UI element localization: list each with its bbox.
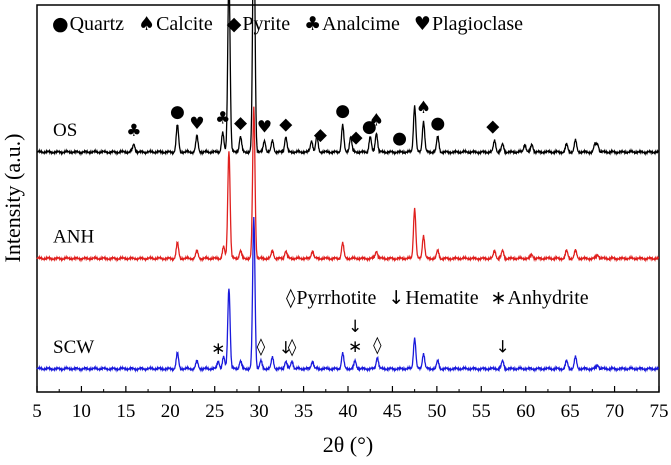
x-tick-label: 40 bbox=[339, 401, 358, 422]
peak-marker: ● bbox=[335, 101, 350, 121]
x-tick-label: 30 bbox=[250, 401, 269, 422]
legend-symbol: ♠ bbox=[138, 13, 155, 35]
peak-marker: ◊ bbox=[257, 337, 266, 357]
series-labels: OS ANH SCW bbox=[53, 120, 94, 358]
peak-marker: ◆ bbox=[314, 125, 328, 145]
peak-marker: ♣ bbox=[215, 108, 230, 128]
peak-marker: ♠ bbox=[369, 111, 384, 131]
peak-marker: ♣ bbox=[126, 121, 141, 141]
y-axis-label: Intensity (a.u.) bbox=[0, 134, 25, 263]
x-tick-label: 25 bbox=[205, 401, 224, 422]
peak-marker: ● bbox=[392, 129, 407, 149]
legend-item: ◆ Pyrite bbox=[227, 13, 291, 35]
legend-symbol: ↓ bbox=[388, 287, 404, 309]
peak-marker: ◊ bbox=[373, 335, 382, 355]
peak-marker: ↓ bbox=[279, 339, 293, 359]
series-line-anh bbox=[36, 106, 660, 263]
legend-label: Pyrrhotite bbox=[296, 287, 376, 309]
legend-label: Calcite bbox=[156, 13, 213, 35]
peak-marker: ♥ bbox=[257, 118, 272, 138]
legend-symbol: ∗ bbox=[491, 287, 507, 309]
peak-marker: ◆ bbox=[486, 116, 500, 136]
x-tick-label: 20 bbox=[161, 401, 180, 422]
peak-marker: ◆ bbox=[349, 127, 363, 147]
legend-item: ♣ Analcime bbox=[304, 13, 400, 35]
legend-item: ∗ Anhydrite bbox=[491, 287, 589, 309]
peak-marker: ◆ bbox=[234, 113, 248, 133]
x-axis-ticks: 5 10 15 20 25 30 35 40 45 50 55 60 65 70 75 bbox=[32, 386, 669, 422]
peak-marker: ● bbox=[430, 114, 445, 134]
legend-item: ◊ Pyrrhotite bbox=[286, 287, 377, 309]
peak-marker: ↓ bbox=[495, 337, 509, 357]
legend-label: Pyrite bbox=[242, 13, 290, 35]
series-label-anh: ANH bbox=[53, 226, 94, 247]
legend-label: Anhydrite bbox=[508, 287, 589, 309]
peak-marker: ↓ bbox=[348, 317, 362, 337]
x-axis-label: 2θ (°) bbox=[323, 432, 374, 457]
peak-marker: ● bbox=[170, 102, 185, 122]
legend-label: Hematite bbox=[405, 287, 478, 309]
peak-marker: ● bbox=[362, 117, 377, 137]
peak-marker: ◊ bbox=[288, 338, 297, 358]
x-tick-label: 50 bbox=[427, 401, 446, 422]
legend-label: Quartz bbox=[70, 13, 125, 35]
legend-item: ♥ Plagioclase bbox=[414, 13, 523, 35]
legend-phases: ● Quartz ♠ Calcite ◆ Pyrite ♣ Analcime ♥ Plagiocl… bbox=[52, 13, 523, 35]
series-curves bbox=[36, 0, 660, 373]
peak-marker: ♠ bbox=[416, 98, 431, 118]
peak-marker: ♥ bbox=[189, 114, 204, 134]
legend-label: Plagioclase bbox=[432, 13, 523, 35]
x-tick-label: 45 bbox=[383, 401, 402, 422]
legend-item: ↓ Hematite bbox=[388, 287, 478, 309]
x-tick-label: 5 bbox=[32, 401, 42, 422]
legend-symbol: ♣ bbox=[304, 13, 321, 35]
legend-secondary-phases: ◊ Pyrrhotite ↓ Hematite ∗ Anhydrite bbox=[286, 287, 589, 309]
x-tick-label: 35 bbox=[294, 401, 313, 422]
x-tick-label: 10 bbox=[72, 401, 91, 422]
series-label-scw: SCW bbox=[53, 337, 94, 358]
x-tick-label: 55 bbox=[472, 401, 491, 422]
peak-marker: ∗ bbox=[348, 337, 362, 357]
legend-item: ♠ Calcite bbox=[138, 13, 213, 35]
phase-markers: ♣●♥♣●◆♠♥◆◆●◆●♠●♠●◆∗◊↓◊∗↓◊↓ bbox=[126, 98, 510, 359]
x-tick-label: 15 bbox=[116, 401, 135, 422]
x-tick-label: 65 bbox=[561, 401, 580, 422]
peak-marker: ∗ bbox=[211, 339, 225, 359]
x-tick-label: 75 bbox=[650, 401, 669, 422]
legend-symbol: ● bbox=[52, 13, 69, 35]
legend-item: ● Quartz bbox=[52, 13, 124, 35]
series-line-scw bbox=[36, 216, 660, 373]
series-line-os bbox=[36, 0, 660, 157]
legend-symbol: ◊ bbox=[286, 287, 296, 309]
legend-symbol: ♥ bbox=[414, 13, 431, 35]
legend-label: Analcime bbox=[322, 13, 400, 35]
x-tick-label: 70 bbox=[605, 401, 624, 422]
x-tick-label: 60 bbox=[516, 401, 535, 422]
legend-symbol: ◆ bbox=[227, 13, 242, 35]
series-label-os: OS bbox=[53, 120, 77, 141]
peak-marker: ◆ bbox=[279, 114, 293, 134]
